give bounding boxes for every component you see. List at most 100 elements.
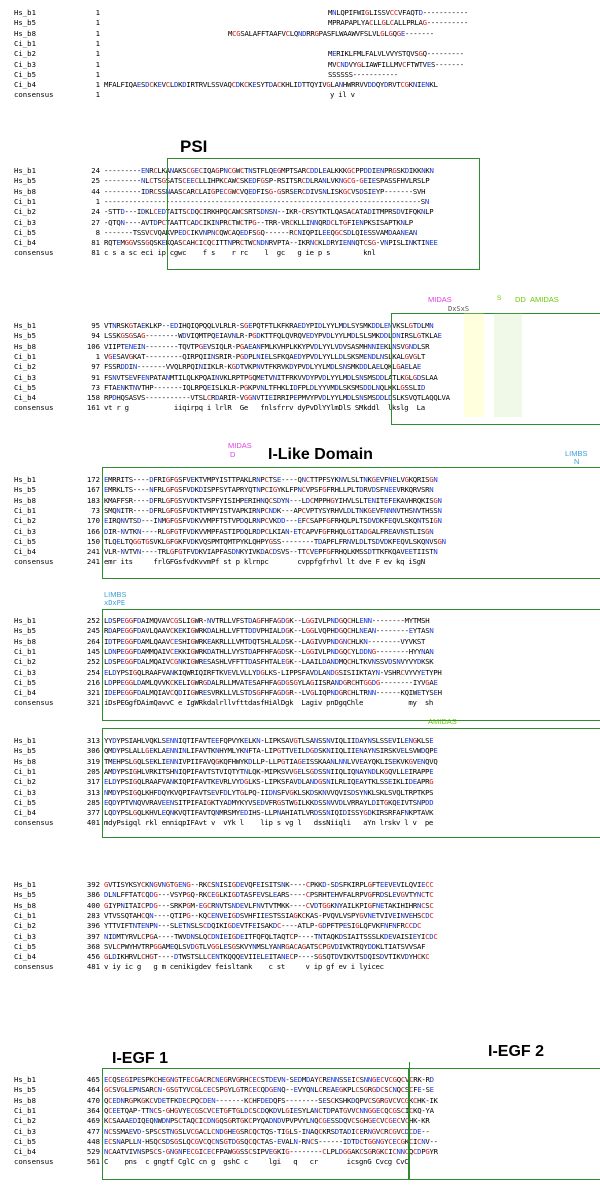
sequence-residues: NIDMTYRVLCPGA----TWVDNSLQCDNIEIGDEITFQFQ… — [104, 931, 438, 941]
sequence-position: 27 — [91, 217, 100, 227]
sequence-residues: FSNVTSEVFENPATANMTILQLKPQAINVKLRPTPGQMET… — [104, 372, 438, 382]
sequence-position: 166 — [86, 526, 100, 536]
sequence-position: 561 — [86, 1157, 100, 1167]
sequence-name: Ci_b5 — [14, 1136, 36, 1146]
sequence-residues: ----------------------------------------… — [104, 196, 429, 206]
sequence-residues: MERIKLFMLFALVLVVYSTQVSGQ--------- — [328, 49, 464, 59]
sequence-position: 1 — [95, 8, 100, 17]
ilike-domain-title: I-Like Domain — [268, 446, 373, 463]
sequence-position: 397 — [86, 931, 100, 941]
sequence-name: Ci_b5 — [14, 797, 36, 807]
sequence-name: Ci_b5 — [14, 536, 36, 546]
sequence-residues: ELDYPSIGQLRAAFVANKIQPIFAVTKEVRLVYDGLKS-L… — [104, 777, 434, 787]
sequence-name: Ci_b5 — [14, 69, 36, 79]
sequence-residues: VLR-NVTVN----TRLGFGTFVDKVIAPFASDNKYIVKDA… — [104, 547, 438, 557]
sequence-position: 1 — [95, 90, 100, 100]
sequence-position: 306 — [86, 746, 100, 756]
sequence-position: 464 — [86, 1085, 100, 1095]
sequence-position: 25 — [91, 176, 100, 186]
sequence-residues: iDsPEGgfDAimQavvC e IgWRkdalrllvfttdasfH… — [104, 698, 434, 708]
sequence-residues: DIR-NVTKN----RLGFGTFVDKVVMPFASTIPDQLRDPC… — [104, 526, 434, 536]
sequence-residues: SMQNITR----DFRLGFGSFVDKTVMPYISTVAPKIRNPC… — [104, 505, 442, 515]
sequence-name: Hs_b8 — [14, 341, 36, 351]
sequence-name: Ci_b3 — [14, 526, 36, 536]
sequence-residues: emr its frlGFGsfvdKvvmPf st p klrnpc cvp… — [104, 557, 425, 567]
sequence-position: 81 — [91, 238, 100, 248]
sequence-name: Ci_b2 — [14, 657, 36, 667]
sequence-residues: VTNRSKGTAEKLKP--EDIHQIQPQQLVLRLR-SGEPQTF… — [104, 321, 434, 330]
midas-d-marker: D — [230, 450, 236, 459]
sequence-name: Hs_b8 — [14, 28, 36, 38]
iegf2-domain-title: I-EGF 2 — [488, 1043, 545, 1060]
sequence-position: 1 — [95, 80, 100, 90]
sequence-position: 396 — [86, 921, 100, 931]
sequence-name: consensus — [14, 962, 54, 972]
sequence-name: Hs_b8 — [14, 900, 36, 910]
sequence-residues: ---------ENRCLKANAKSCGECIQAGPNCGWCTNSTFL… — [104, 166, 434, 175]
sequence-position: 377 — [86, 808, 100, 818]
sequence-name: Hs_b1 — [14, 736, 36, 745]
sequence-residues: ---------IDRCSSNAASCARCLAIGPECGWCVQEDFIS… — [104, 186, 426, 196]
sequence-position: 44 — [91, 186, 100, 196]
sequence-position: 319 — [86, 756, 100, 766]
sequence-position: 1 — [95, 28, 100, 38]
sequence-name: Ci_b1 — [14, 910, 36, 920]
sequence-position: 529 — [86, 1147, 100, 1157]
sequence-name: Ci_b3 — [14, 667, 36, 677]
sequence-name: consensus — [14, 403, 54, 413]
sequence-position: 477 — [86, 1126, 100, 1136]
sequence-position: 448 — [86, 1136, 100, 1146]
sequence-name: Hs_b5 — [14, 18, 36, 28]
midas-marker-2: MIDAS — [228, 441, 252, 450]
sequence-name: Ci_b3 — [14, 787, 36, 797]
ilike-domain-box-part2 — [102, 467, 600, 579]
sequence-residues: NCSSMAEVD-SPSCSTNGSLVCGACLCNDGHEGSRCQCTQ… — [104, 1126, 430, 1136]
sequence-name: Ci_b2 — [14, 921, 36, 931]
sequence-position: 183 — [86, 495, 100, 505]
sequence-residues: VIIPTENEIN--------TQVTPGEVSIQLR-PGAEANFM… — [104, 341, 430, 351]
sequence-position: 283 — [86, 910, 100, 920]
sequence-residues: mdyPsigql rkl enniqpIFAvt v vYk l lip s … — [104, 818, 434, 828]
sequence-name: consensus — [14, 90, 54, 100]
sequence-residues: FSSRDDIN-------VVQLRPQINIIKLR-KGDTVKPNVT… — [104, 362, 421, 372]
s-marker: S — [497, 295, 502, 302]
sequence-name: consensus — [14, 248, 54, 258]
sequence-position: 8 — [95, 227, 100, 237]
sequence-position: 81 — [91, 248, 100, 258]
sequence-position: 172 — [86, 475, 100, 484]
sequence-residues: EIRQNVTSD---INMGFGSFVDKVVMPFTSTVPDQLRNPC… — [104, 516, 442, 526]
sequence-position: 465 — [86, 1075, 100, 1084]
dxsxs-highlight-box — [464, 313, 484, 417]
sequence-position: 205 — [86, 766, 100, 776]
sequence-name: Hs_b5 — [14, 746, 36, 756]
sequence-position: 401 — [86, 818, 100, 828]
sequence-name: Ci_b4 — [14, 1147, 36, 1157]
sequence-residues: MCGSALAFFTAAFVCLQNDRRGPASFLWAAWVFSLVLGLG… — [228, 28, 434, 38]
dxsxs-marker: DxSxS — [448, 305, 470, 313]
sequence-residues: ECQSEGIPESPKCHEGNGTFECGACRCNEGRVGRHCECST… — [104, 1075, 434, 1084]
sequence-residues: NCAATVIVNSPSCS-GNGNFECGICECFPAWGGSSCSIPV… — [104, 1147, 438, 1157]
sequence-residues: y il v — [330, 90, 355, 100]
sequence-residues: FTAENKTNVTHP-------IQLRPQEISLKLR-PGKPVNL… — [104, 382, 426, 392]
sequence-position: 386 — [86, 890, 100, 900]
sequence-position: 400 — [86, 900, 100, 910]
sequence-position: 254 — [86, 667, 100, 677]
sequence-name: Ci_b5 — [14, 941, 36, 951]
sequence-name: Hs_b1 — [14, 475, 36, 484]
limbs-marker: LIMBS — [565, 449, 588, 458]
sequence-name: Ci_b3 — [14, 59, 36, 69]
sequence-position: 1 — [95, 196, 100, 206]
sequence-residues: TLQELTQGGTGSVKLGFGKFVDKVQSPMTQMTPYKLQHPY… — [104, 536, 446, 546]
psi-domain-title: PSI — [180, 137, 208, 156]
midas-marker: MIDAS — [428, 295, 452, 304]
sequence-position: 252 — [86, 616, 100, 625]
sequence-residues: ECSNAPLLN-HSQCSDSGSLQCGVCQCNSGTDGSQCQCTA… — [104, 1136, 438, 1146]
sequence-position: 167 — [86, 485, 100, 495]
sequence-name: Hs_b1 — [14, 616, 36, 625]
sequence-residues: DLNLFFTATCQDG---VSYPGQ-RKCEGLKIGDTASFEVS… — [104, 890, 434, 900]
amidas-highlight-box — [494, 313, 522, 417]
sequence-name: Hs_b8 — [14, 1095, 36, 1105]
sequence-position: 321 — [86, 698, 100, 708]
sequence-name: consensus — [14, 698, 54, 708]
